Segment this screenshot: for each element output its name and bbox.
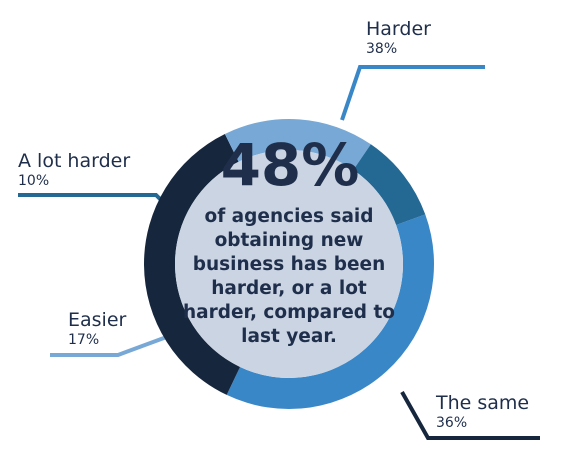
leader-line (340, 65, 485, 121)
slice-percent: 38% (366, 41, 398, 57)
slice-label-easier: Easier 17% (68, 309, 126, 349)
slice-name: Easier (68, 309, 127, 331)
slice-percent: 36% (436, 415, 468, 431)
leader-line (18, 193, 168, 207)
leader-line (400, 391, 540, 440)
donut-slice (143, 133, 241, 395)
leader-line (50, 333, 173, 357)
donut-slice (226, 214, 434, 409)
slice-name: A lot harder (18, 150, 131, 172)
donut-center (175, 150, 403, 378)
donut-slice (224, 119, 371, 170)
slice-label-a-lot-harder: A lot harder 10% (18, 150, 130, 190)
slice-label-the-same: The same 36% (436, 392, 529, 432)
slice-percent: 10% (18, 173, 50, 189)
donut-slice (353, 144, 426, 226)
slice-label-harder: Harder 38% (366, 18, 431, 58)
slice-percent: 17% (68, 332, 100, 348)
slice-name: Harder (366, 18, 431, 40)
slice-name: The same (436, 392, 530, 414)
